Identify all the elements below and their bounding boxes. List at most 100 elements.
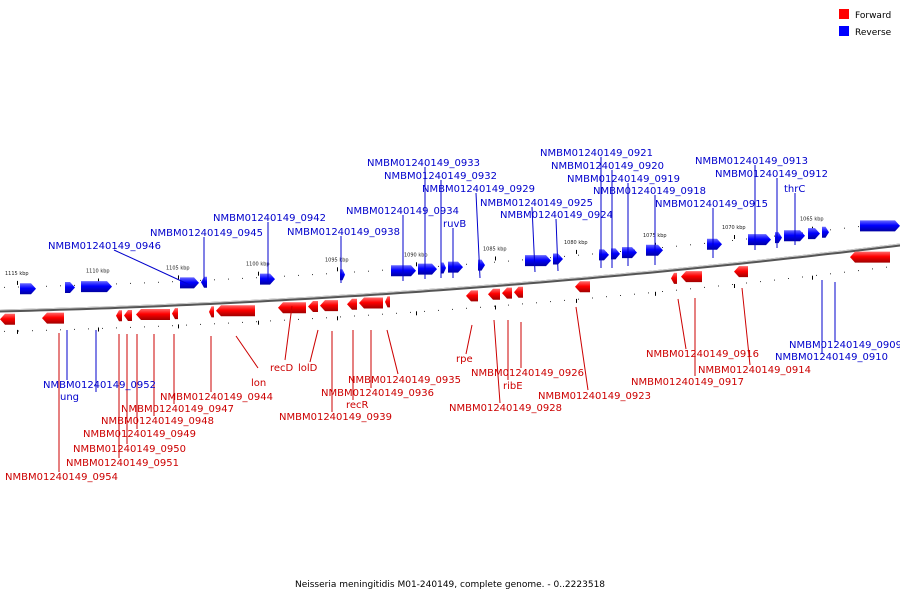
gene-label: thrC xyxy=(784,184,805,195)
minor-tick-top xyxy=(46,285,47,287)
forward-gene-arrow xyxy=(488,288,500,300)
reverse-gene-arrow xyxy=(822,226,829,238)
kbp-tick-label: 1105 kbp xyxy=(166,265,190,271)
gene-label: recR xyxy=(346,400,369,411)
gene-label: NMBM01240149_0952 xyxy=(43,380,156,391)
major-tick-bottom xyxy=(655,291,656,296)
reverse-gene-arrow xyxy=(808,228,820,240)
gene-label: NMBM01240149_0939 xyxy=(279,412,392,423)
minor-tick-bottom xyxy=(4,330,5,332)
forward-gene-arrow xyxy=(320,300,338,312)
minor-tick-top xyxy=(368,270,369,272)
gene-label-leader xyxy=(465,324,473,355)
minor-tick-bottom xyxy=(46,329,47,331)
minor-tick-top xyxy=(522,259,523,261)
gene-label: NMBM01240149_0951 xyxy=(66,458,179,469)
gene-label-leader xyxy=(475,192,481,279)
minor-tick-bottom xyxy=(802,276,803,278)
gene-label: NMBM01240149_0950 xyxy=(73,444,186,455)
major-tick-bottom xyxy=(812,275,813,280)
gene-label: NMBM01240149_0923 xyxy=(538,391,651,402)
forward-gene-arrow xyxy=(172,308,178,320)
minor-tick-bottom xyxy=(116,327,117,329)
minor-tick-bottom xyxy=(102,327,103,329)
minor-tick-top xyxy=(844,227,845,229)
gene-label-leader xyxy=(309,329,319,363)
minor-tick-bottom xyxy=(32,330,33,332)
kbp-tick-label: 1100 kbp xyxy=(246,262,270,268)
gene-label: NMBM01240149_0913 xyxy=(695,156,808,167)
gene-label: NMBM01240149_0932 xyxy=(384,171,497,182)
minor-tick-bottom xyxy=(368,314,369,316)
gene-label: ribE xyxy=(503,381,523,392)
minor-tick-bottom xyxy=(382,313,383,315)
minor-tick-bottom xyxy=(788,278,789,279)
minor-tick-bottom xyxy=(158,325,159,327)
gene-label: NMBM01240149_0948 xyxy=(101,416,214,427)
minor-tick-bottom xyxy=(676,289,677,291)
kbp-tick-label: 1095 kbp xyxy=(325,257,349,263)
minor-tick-top xyxy=(438,265,439,267)
minor-tick-bottom xyxy=(886,266,887,268)
minor-tick-top xyxy=(802,232,803,234)
minor-tick-bottom xyxy=(228,322,229,324)
forward-gene-arrow xyxy=(359,297,383,309)
forward-gene-arrow xyxy=(42,312,64,324)
gene-label: NMBM01240149_0917 xyxy=(631,377,744,388)
major-tick-bottom xyxy=(258,320,259,325)
major-tick-top xyxy=(734,235,735,239)
minor-tick-top xyxy=(228,278,229,280)
genome-backbone xyxy=(0,243,900,313)
minor-tick-bottom xyxy=(284,319,285,321)
gene-label: NMBM01240149_0912 xyxy=(715,169,828,180)
gene-label-leader xyxy=(575,306,589,391)
legend-forward-label: Forward xyxy=(855,11,891,21)
reverse-gene-arrow xyxy=(707,238,722,250)
minor-tick-top xyxy=(732,240,733,241)
minor-tick-top xyxy=(242,277,243,279)
gene-label: NMBM01240149_0946 xyxy=(48,241,161,252)
minor-tick-top xyxy=(298,274,299,276)
reverse-gene-arrow xyxy=(81,281,112,293)
minor-tick-top xyxy=(676,245,677,247)
minor-tick-bottom xyxy=(592,297,593,299)
minor-tick-bottom xyxy=(774,279,775,281)
minor-tick-top xyxy=(312,274,313,276)
minor-tick-bottom xyxy=(536,302,537,304)
minor-tick-top xyxy=(60,285,61,287)
gene-label: NMBM01240149_0921 xyxy=(540,148,653,159)
minor-tick-top xyxy=(662,247,663,248)
reverse-gene-arrow xyxy=(611,248,620,260)
minor-tick-bottom xyxy=(312,318,313,320)
major-tick-bottom xyxy=(416,311,417,316)
reverse-gene-arrow xyxy=(441,262,446,274)
forward-gene-arrow xyxy=(575,281,590,293)
minor-tick-bottom xyxy=(172,325,173,327)
major-tick-top xyxy=(178,275,179,280)
forward-gene-arrow xyxy=(347,298,357,310)
major-tick-bottom xyxy=(17,329,18,334)
backbone-layer xyxy=(0,243,900,313)
minor-tick-bottom xyxy=(662,291,663,292)
minor-tick-bottom xyxy=(522,303,523,305)
gene-label-leader xyxy=(741,287,751,366)
kbp-tick-label: 1110 kbp xyxy=(86,269,110,275)
gene-label: NMBM01240149_0945 xyxy=(150,228,263,239)
minor-tick-bottom xyxy=(760,281,761,283)
minor-tick-bottom xyxy=(130,326,131,328)
reverse-gene-arrow xyxy=(622,247,637,259)
reverse-gene-arrow xyxy=(448,261,463,273)
minor-tick-bottom xyxy=(410,311,411,313)
minor-tick-bottom xyxy=(452,308,453,310)
major-tick-top xyxy=(416,262,417,267)
minor-tick-top xyxy=(858,226,859,228)
minor-tick-top xyxy=(508,260,509,262)
major-tick-bottom xyxy=(178,324,179,329)
forward-gene-arrow xyxy=(681,271,702,283)
minor-tick-bottom xyxy=(88,328,89,330)
legend-reverse-swatch xyxy=(839,26,849,36)
forward-gene-arrow xyxy=(0,313,15,325)
kbp-tick-label: 1080 kbp xyxy=(564,240,588,246)
minor-tick-top xyxy=(256,277,257,279)
minor-tick-bottom xyxy=(872,268,873,270)
